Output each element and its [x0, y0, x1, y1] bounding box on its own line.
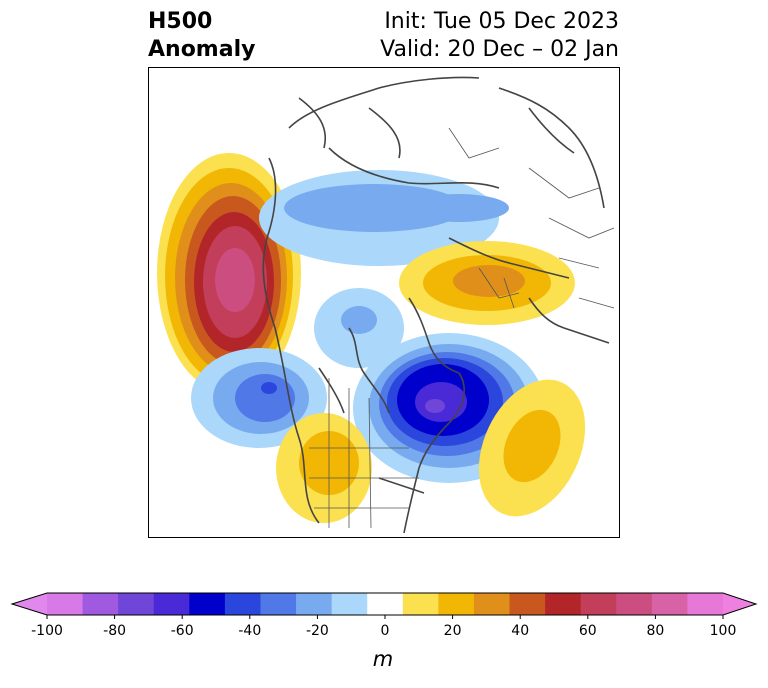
colorbar-segment — [580, 593, 617, 615]
colorbar-unit: m — [373, 647, 393, 671]
colorbar-segment — [367, 593, 404, 615]
colorbar-segment — [296, 593, 333, 615]
colorbar-segment — [224, 593, 261, 615]
colorbar-under-extension — [12, 593, 47, 615]
colorbar-segment — [687, 593, 724, 615]
colorbar-tick-label: 0 — [381, 623, 390, 639]
colorbar-segment — [402, 593, 439, 615]
colorbar: m -100 -80 -60 -40 -20 0 20 40 60 80 100 — [0, 585, 768, 684]
colorbar-segment — [260, 593, 297, 615]
valid-label: Valid: 20 Dec – 02 Jan — [380, 37, 619, 62]
anomaly-atlantic-positive — [478, 379, 586, 517]
anomaly-arctic-negative — [314, 288, 404, 368]
map-canvas — [157, 76, 615, 534]
colorbar-tick-label: 100 — [710, 623, 737, 639]
colorbar-tick-label: 40 — [511, 623, 529, 639]
colorbar-tick-label: -100 — [31, 623, 63, 639]
colorbar-tick-label: 80 — [646, 623, 664, 639]
colorbar-segment — [509, 593, 546, 615]
colorbar-tick-label: -80 — [103, 623, 126, 639]
colorbar-segment — [545, 593, 582, 615]
colorbar-tick-label: -20 — [306, 623, 329, 639]
colorbar-tick-label: 60 — [579, 623, 597, 639]
colorbar-segment — [616, 593, 653, 615]
colorbar-segment — [47, 593, 84, 615]
map-title: H500 Anomaly — [148, 8, 255, 64]
anomaly-east-pacific-negative — [191, 348, 327, 448]
kind-label: Anomaly — [148, 37, 256, 62]
anomaly-siberia-negative — [259, 170, 509, 266]
coastlines — [262, 76, 610, 534]
colorbar-segment — [651, 593, 688, 615]
anomaly-eastern-canada-negative — [353, 333, 545, 483]
colorbar-segment — [473, 593, 511, 615]
colorbar-segment — [189, 593, 226, 615]
colorbar-tick-label: -60 — [171, 623, 194, 639]
variable-label: H500 — [148, 9, 213, 34]
init-label: Init: Tue 05 Dec 2023 — [384, 9, 619, 34]
colorbar-tick-label: -40 — [238, 623, 261, 639]
colorbar-tick-label: 20 — [444, 623, 462, 639]
colorbar-over-extension — [723, 593, 756, 615]
colorbar-segment — [153, 593, 190, 615]
colorbar-svg: m -100 -80 -60 -40 -20 0 20 40 60 80 100 — [10, 592, 758, 671]
map-time-info: Init: Tue 05 Dec 2023 Valid: 20 Dec – 02… — [380, 8, 619, 64]
colorbar-segment — [438, 593, 475, 615]
anomaly-map — [148, 67, 620, 538]
anomaly-europe-positive — [399, 241, 575, 325]
colorbar-segment — [331, 593, 368, 615]
anomaly-sw-us-positive — [276, 413, 372, 523]
colorbar-segment — [82, 593, 119, 615]
borders — [309, 127, 615, 529]
colorbar-segment — [118, 593, 155, 615]
